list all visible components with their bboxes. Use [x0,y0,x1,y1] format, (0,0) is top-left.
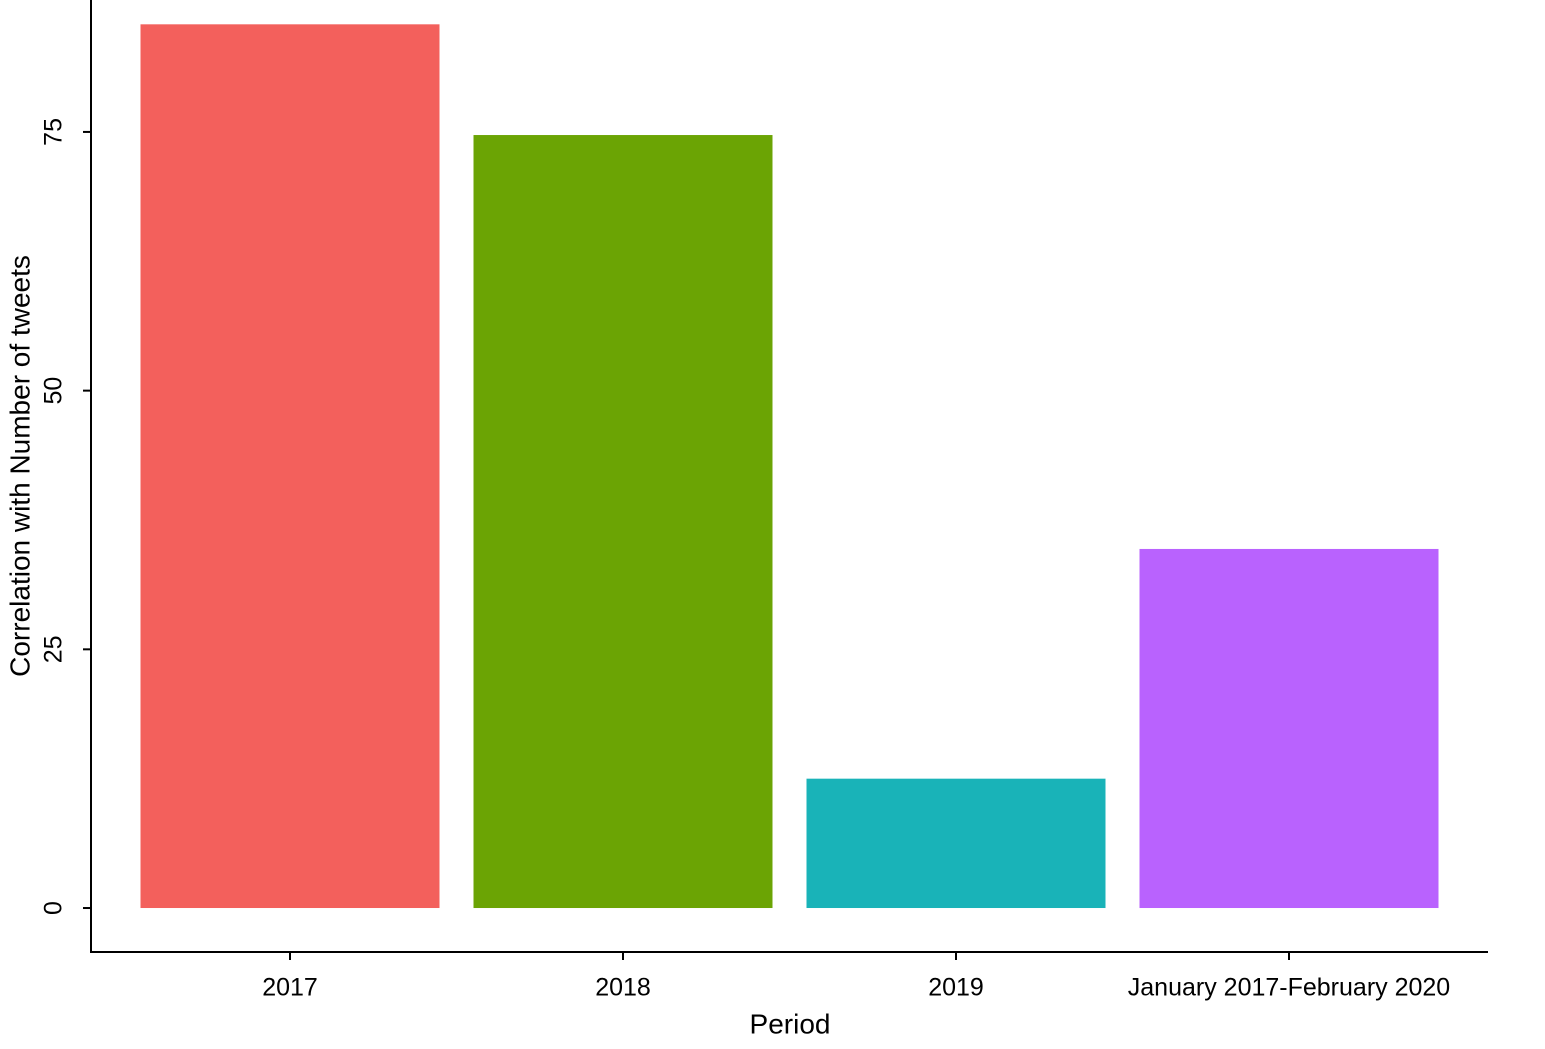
bar [806,778,1106,909]
x-tick-label: 2019 [928,974,984,1002]
y-tick-label: 50 [40,377,68,405]
y-tick-label: 25 [40,635,68,663]
x-tick-label: 2018 [595,974,651,1002]
y-tick-label: 75 [40,118,68,146]
bar [1139,548,1439,909]
x-axis-title: Period [750,1008,831,1039]
bar [473,135,773,909]
y-tick-label: 0 [40,901,68,915]
y-axis-title: Correlation with Number of tweets [4,255,35,677]
bar [140,24,440,909]
x-tick-label: 2017 [262,974,318,1002]
x-tick-label: January 2017-February 2020 [1128,974,1450,1002]
